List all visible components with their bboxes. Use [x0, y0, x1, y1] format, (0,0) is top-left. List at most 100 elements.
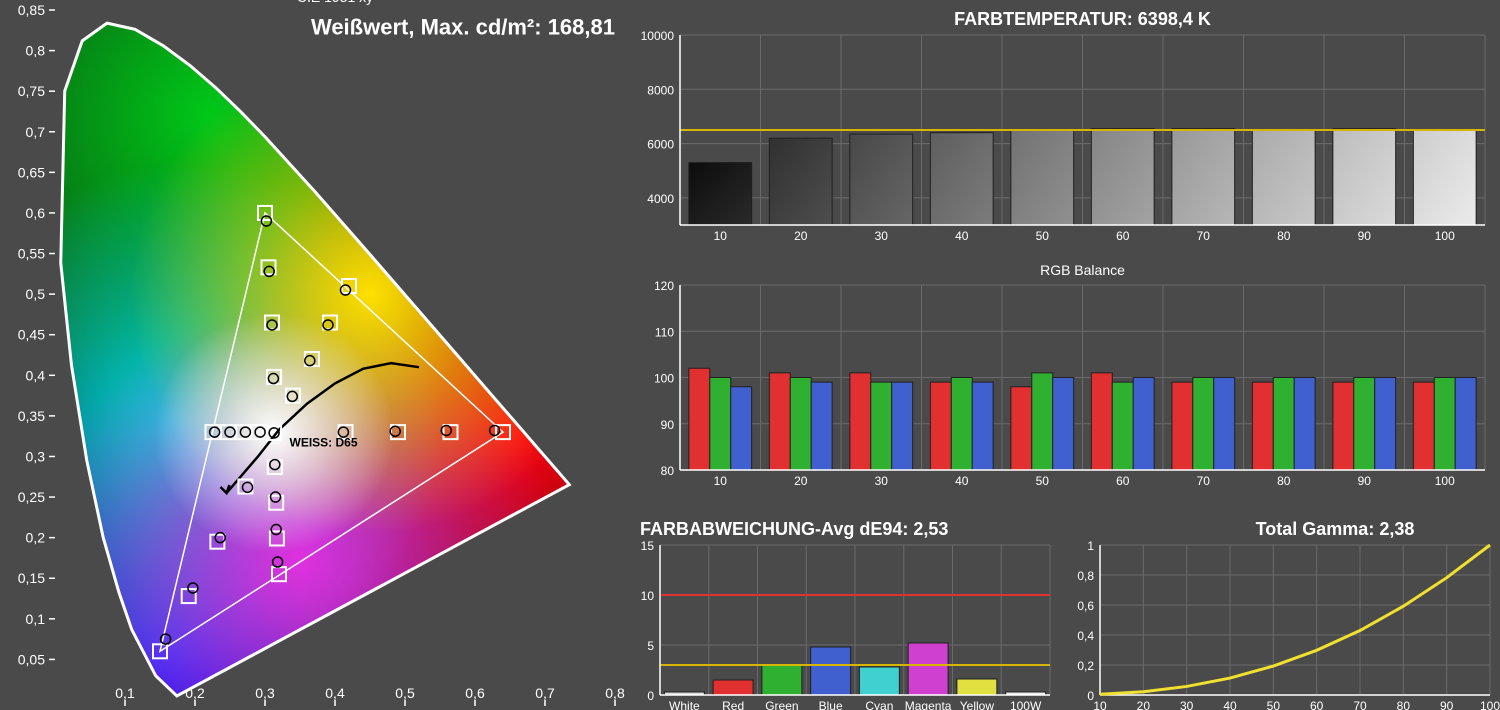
cie-xtick: 0,6 [465, 685, 485, 701]
gamma-xtick: 20 [1137, 699, 1151, 710]
colortemp-chart-title: FARBTEMPERATUR: 6398,4 K [954, 9, 1211, 29]
gamma-ytick: 0,8 [1077, 569, 1094, 583]
colortemp-chart-xtick: 40 [955, 229, 969, 243]
dE-chart-title: FARBABWEICHUNG-Avg dE94: 2,53 [640, 519, 948, 539]
gamma-xtick: 30 [1180, 699, 1194, 710]
gamma-ytick: 0,2 [1077, 659, 1094, 673]
rgb-balance-chart-bar [972, 382, 993, 470]
dE-chart: 051015WhiteRedGreenBlueCyanMagentaYellow… [640, 519, 1050, 710]
dE-chart-bar [957, 679, 997, 695]
cie-xtick: 0,5 [395, 685, 415, 701]
colortemp-chart-xtick: 70 [1197, 229, 1211, 243]
colortemp-chart-bar [930, 133, 993, 225]
dE-chart-xtick: 100W [1010, 699, 1042, 710]
cie-ytick: 0,15 [18, 570, 45, 586]
rgb-balance-chart-bar [1333, 382, 1354, 470]
rgb-balance-chart-xtick: 50 [1036, 474, 1050, 488]
dE-chart-bar [713, 680, 753, 695]
dE-chart-xtick: Blue [819, 699, 843, 710]
rgb-balance-chart-xtick: 30 [875, 474, 889, 488]
rgb-balance-chart-bar [850, 373, 871, 470]
rgb-balance-chart-bar [769, 373, 790, 470]
colortemp-chart-bar [1252, 130, 1315, 225]
cie-ytick: 0,3 [26, 448, 46, 464]
rgb-balance-chart-ytick: 80 [661, 464, 675, 478]
rgb-balance-chart-xtick: 80 [1277, 474, 1291, 488]
dE-chart-bar [811, 647, 851, 695]
rgb-balance-chart-bar [951, 378, 972, 471]
cie-ytick: 0,1 [26, 611, 46, 627]
rgb-balance-chart-ytick: 100 [654, 372, 674, 386]
dE-chart-bar [859, 667, 899, 695]
rgb-balance-chart-bar [930, 382, 951, 470]
colortemp-chart-bar [1413, 130, 1476, 225]
gamma-xtick: 90 [1440, 699, 1454, 710]
cie-ytick: 0,2 [26, 530, 46, 546]
gamma-xtick: 40 [1223, 699, 1237, 710]
rgb-balance-chart-bar [731, 387, 752, 470]
dE-chart-xtick: Magenta [905, 699, 952, 710]
dE-chart-ytick: 10 [641, 589, 655, 603]
gamma-ytick: 0,4 [1077, 629, 1094, 643]
rgb-balance-chart-bar [1091, 373, 1112, 470]
rgb-balance-chart-bar [892, 382, 913, 470]
colortemp-chart-ytick: 4000 [647, 192, 674, 206]
rgb-balance-chart-ytick: 110 [655, 325, 674, 339]
cie-xtick: 0,3 [255, 685, 275, 701]
rgb-balance-chart-bar [1193, 378, 1214, 471]
rgb-balance-chart: 8090100110120102030405060708090100RGB Ba… [654, 262, 1485, 488]
rgb-balance-chart-bar [811, 382, 832, 470]
colortemp-chart-xtick: 60 [1116, 229, 1130, 243]
rgb-balance-chart-bar [1455, 378, 1476, 471]
colortemp-chart-bar [1091, 129, 1154, 225]
colortemp-chart-bar [850, 134, 913, 225]
cie-ytick: 0,75 [18, 83, 45, 99]
rgb-balance-chart-xtick: 90 [1358, 474, 1372, 488]
cie-ytick: 0,4 [26, 367, 46, 383]
gamma-ytick: 0,6 [1077, 599, 1094, 613]
cie-title: CIE 1931 xy [297, 0, 373, 5]
dE-chart-xtick: White [669, 699, 700, 710]
rgb-balance-chart-bar [1294, 378, 1315, 471]
rgb-balance-chart-bar [1252, 382, 1273, 470]
rgb-balance-chart-xtick: 10 [714, 474, 728, 488]
colortemp-chart-ytick: 8000 [647, 83, 674, 97]
colortemp-chart-xtick: 50 [1036, 229, 1050, 243]
colortemp-chart-xtick: 30 [875, 229, 889, 243]
colortemp-chart-ytick: 10000 [641, 29, 675, 43]
gamma-xtick: 10 [1093, 699, 1107, 710]
gamma-ytick: 1 [1087, 539, 1094, 553]
rgb-balance-chart-bar [1053, 378, 1074, 471]
colortemp-chart-xtick: 10 [714, 229, 728, 243]
rgb-balance-chart-xtick: 20 [794, 474, 808, 488]
cie-xtick: 0,7 [535, 685, 555, 701]
colortemp-chart-ytick: 6000 [647, 138, 674, 152]
colortemp-chart-bar [1011, 130, 1074, 225]
rgb-balance-chart-xtick: 70 [1197, 474, 1211, 488]
rgb-balance-chart-bar [1413, 382, 1434, 470]
dE-chart-xtick: Yellow [960, 699, 995, 710]
gamma-chart: 00,20,40,60,81102030405060708090100Total… [1077, 519, 1500, 710]
gamma-xtick: 80 [1397, 699, 1411, 710]
cie-xtick: 0,4 [325, 685, 345, 701]
rgb-balance-chart-bar [1112, 382, 1133, 470]
dE-chart-xtick: Cyan [865, 699, 893, 710]
dE-chart-xtick: Red [722, 699, 744, 710]
dE-chart-xtick: Green [765, 699, 798, 710]
dE-chart-bar [762, 665, 802, 695]
colortemp-chart-bar [1333, 129, 1396, 225]
colortemp-chart-xtick: 80 [1277, 229, 1291, 243]
colortemp-chart-bar [1172, 129, 1235, 225]
cie-ytick: 0,05 [18, 651, 45, 667]
gamma-xtick: 70 [1353, 699, 1367, 710]
gamma-line [1100, 545, 1490, 694]
rgb-balance-chart-title: RGB Balance [1040, 262, 1125, 278]
rgb-balance-chart-bar [871, 382, 892, 470]
rgb-balance-chart-bar [1375, 378, 1396, 471]
rgb-balance-chart-xtick: 60 [1116, 474, 1130, 488]
cie-ytick: 0,85 [18, 2, 45, 18]
colortemp-chart-xtick: 100 [1435, 229, 1455, 243]
rgb-balance-chart-bar [1172, 382, 1193, 470]
cie-ytick: 0,35 [18, 408, 45, 424]
cie-xtick: 0,8 [605, 685, 625, 701]
